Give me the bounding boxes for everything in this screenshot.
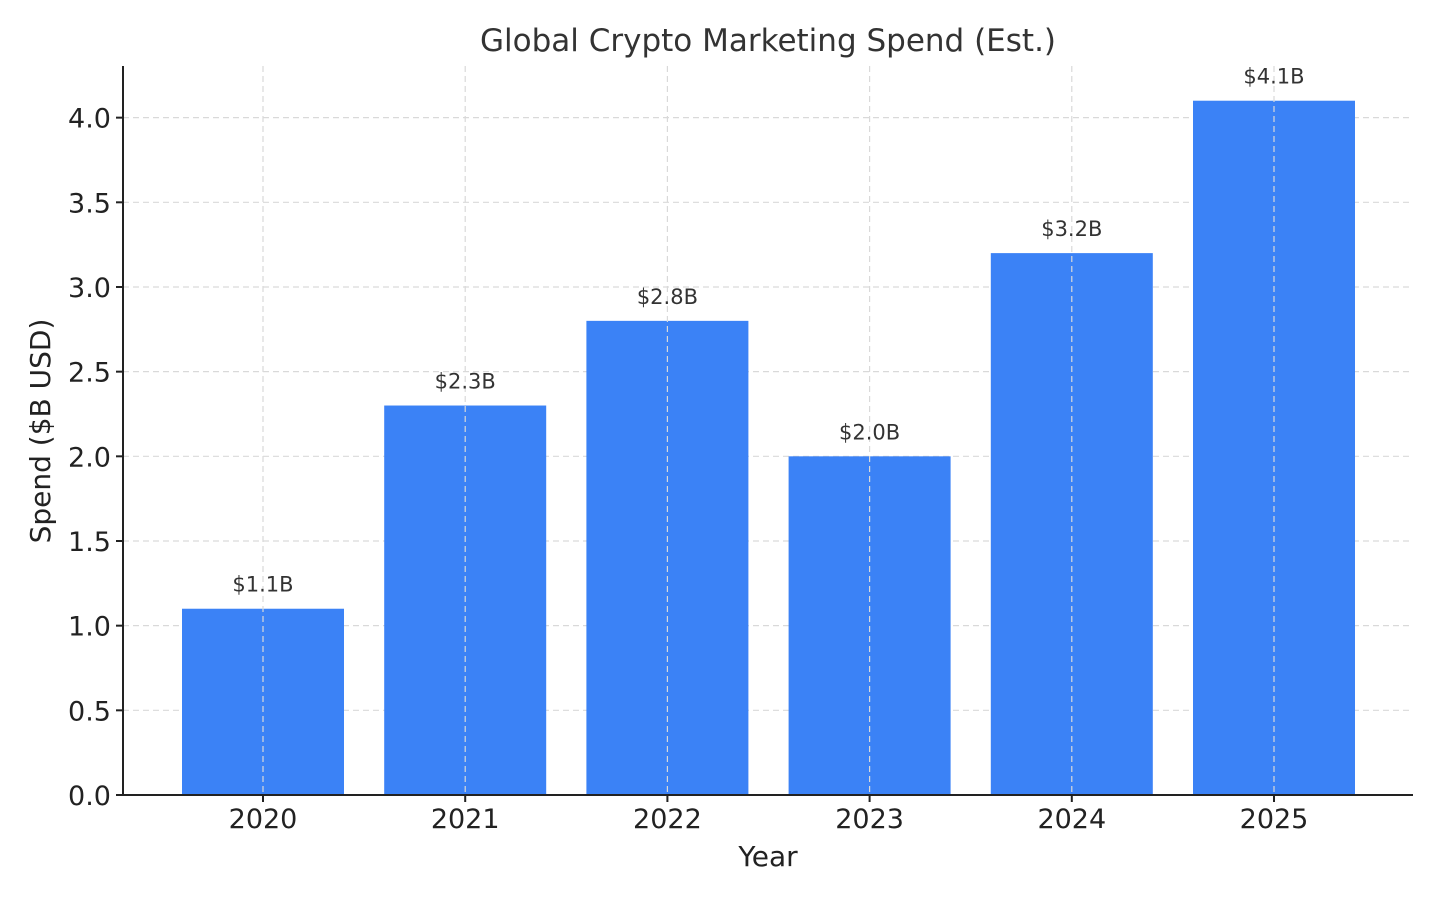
x-tick-label: 2021 bbox=[431, 804, 500, 835]
x-ticks: 2020 2021 2022 2023 2024 2025 bbox=[229, 795, 1309, 835]
bar-value-label: $2.3B bbox=[435, 370, 496, 394]
bar-value-label: $1.1B bbox=[232, 573, 293, 597]
bar-value-label: $2.0B bbox=[839, 420, 900, 444]
y-tick-label: 2.0 bbox=[68, 442, 111, 473]
x-tick-label: 2024 bbox=[1037, 804, 1106, 835]
y-axis-label: Spend ($B USD) bbox=[24, 319, 57, 544]
x-axis-label: Year bbox=[737, 840, 798, 873]
bar-value-label: $3.2B bbox=[1041, 217, 1102, 241]
y-tick-label: 0.5 bbox=[68, 696, 111, 727]
x-tick-label: 2020 bbox=[229, 804, 298, 835]
y-ticks: 0.0 0.5 1.0 1.5 2.0 2.5 3.0 3.5 4.0 bbox=[68, 104, 123, 812]
bar-2024 bbox=[990, 253, 1153, 795]
chart-title: Global Crypto Marketing Spend (Est.) bbox=[480, 23, 1056, 59]
y-tick-label: 1.5 bbox=[68, 527, 111, 558]
vertical-grid bbox=[262, 66, 1275, 795]
x-tick-label: 2025 bbox=[1240, 804, 1309, 835]
bars bbox=[182, 100, 1355, 795]
axes bbox=[122, 66, 1413, 796]
bar-value-label: $2.8B bbox=[637, 285, 698, 309]
x-tick-label: 2022 bbox=[633, 804, 702, 835]
y-tick-label: 4.0 bbox=[68, 104, 111, 135]
y-tick-label: 2.5 bbox=[68, 358, 111, 389]
bar-labels: $1.1B $2.3B $2.8B $2.0B $3.2B $4.1B bbox=[232, 65, 1304, 597]
y-tick-label: 0.0 bbox=[68, 781, 111, 812]
x-tick-label: 2023 bbox=[835, 804, 904, 835]
y-tick-label: 3.5 bbox=[68, 188, 111, 219]
y-tick-label: 1.0 bbox=[68, 612, 111, 643]
y-tick-label: 3.0 bbox=[68, 273, 111, 304]
bar-value-label: $4.1B bbox=[1243, 65, 1304, 89]
